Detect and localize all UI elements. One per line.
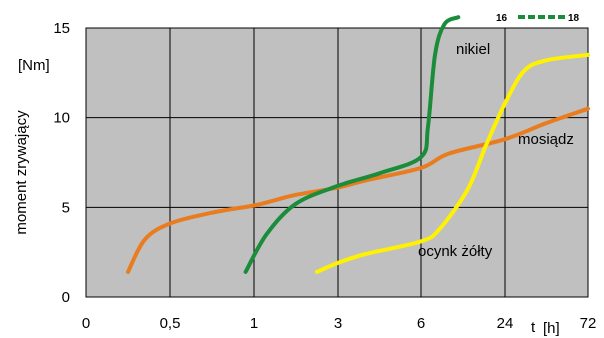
y-tick-label: 10 (53, 110, 70, 127)
y-tick-label: 0 (62, 289, 70, 306)
series-line-mosiądz (126, 106, 590, 274)
x-tick-label: 0,5 (160, 315, 181, 332)
y-tick-label: 15 (53, 20, 70, 37)
x-axis-unit: [h] (543, 320, 560, 337)
y-tick-label: 5 (62, 199, 70, 216)
plot-area (85, 27, 589, 298)
y-axis-label: moment zrywający (13, 110, 30, 235)
x-tick-label: 0 (82, 315, 90, 332)
series-label: mosiądz (518, 131, 574, 148)
x-tick-label: 6 (417, 315, 425, 332)
series-line-nikiel (243, 15, 461, 274)
annotation-16: 16 (496, 13, 508, 24)
x-tick-label: 72 (580, 315, 597, 332)
x-tick-label: 24 (497, 315, 514, 332)
series-line-ocynk żółty (315, 52, 590, 274)
annotation-18: 18 (568, 13, 580, 24)
x-tick-label: 1 (250, 315, 258, 332)
x-tick-label: 3 (334, 315, 342, 332)
y-axis-unit: [Nm] (18, 57, 50, 74)
series-label: nikiel (456, 41, 490, 58)
x-axis-label: t (531, 319, 536, 336)
series-label: ocynk żółty (418, 243, 493, 260)
